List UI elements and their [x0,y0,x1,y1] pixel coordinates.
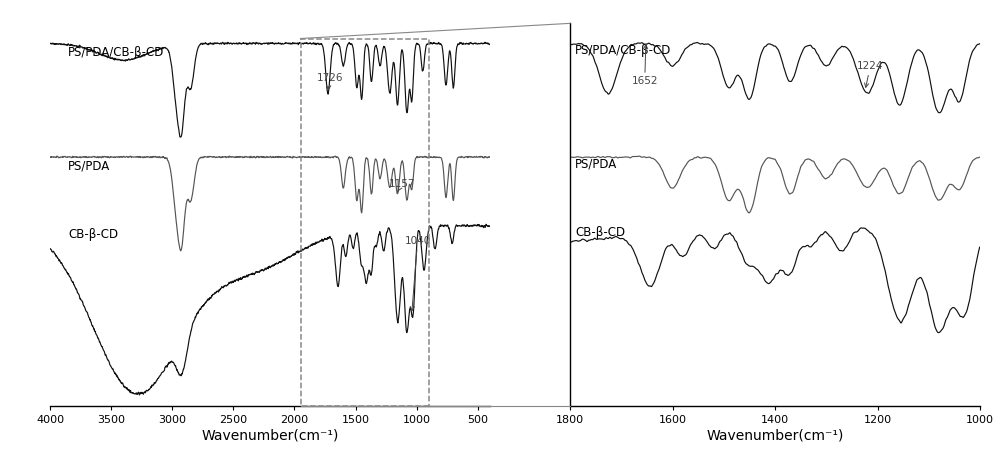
Text: 1652: 1652 [632,45,658,86]
Bar [301,38,429,406]
Text: PS/PDA: PS/PDA [575,158,617,171]
Text: PS/PDA/CB-β-CD: PS/PDA/CB-β-CD [68,46,165,59]
Text: PS/PDA/CB-β-CD: PS/PDA/CB-β-CD [575,44,672,57]
X-axis label: Wavenumber(cm⁻¹): Wavenumber(cm⁻¹) [201,428,339,442]
Text: 1040: 1040 [404,236,431,311]
Text: 1157: 1157 [389,179,415,191]
Text: CB-β-CD: CB-β-CD [575,226,625,239]
Text: PS/PDA: PS/PDA [68,160,111,173]
X-axis label: Wavenumber(cm⁻¹): Wavenumber(cm⁻¹) [706,428,844,442]
Text: CB-β-CD: CB-β-CD [68,228,118,241]
Text: 1726: 1726 [316,73,343,90]
Text: 1224: 1224 [857,61,884,87]
